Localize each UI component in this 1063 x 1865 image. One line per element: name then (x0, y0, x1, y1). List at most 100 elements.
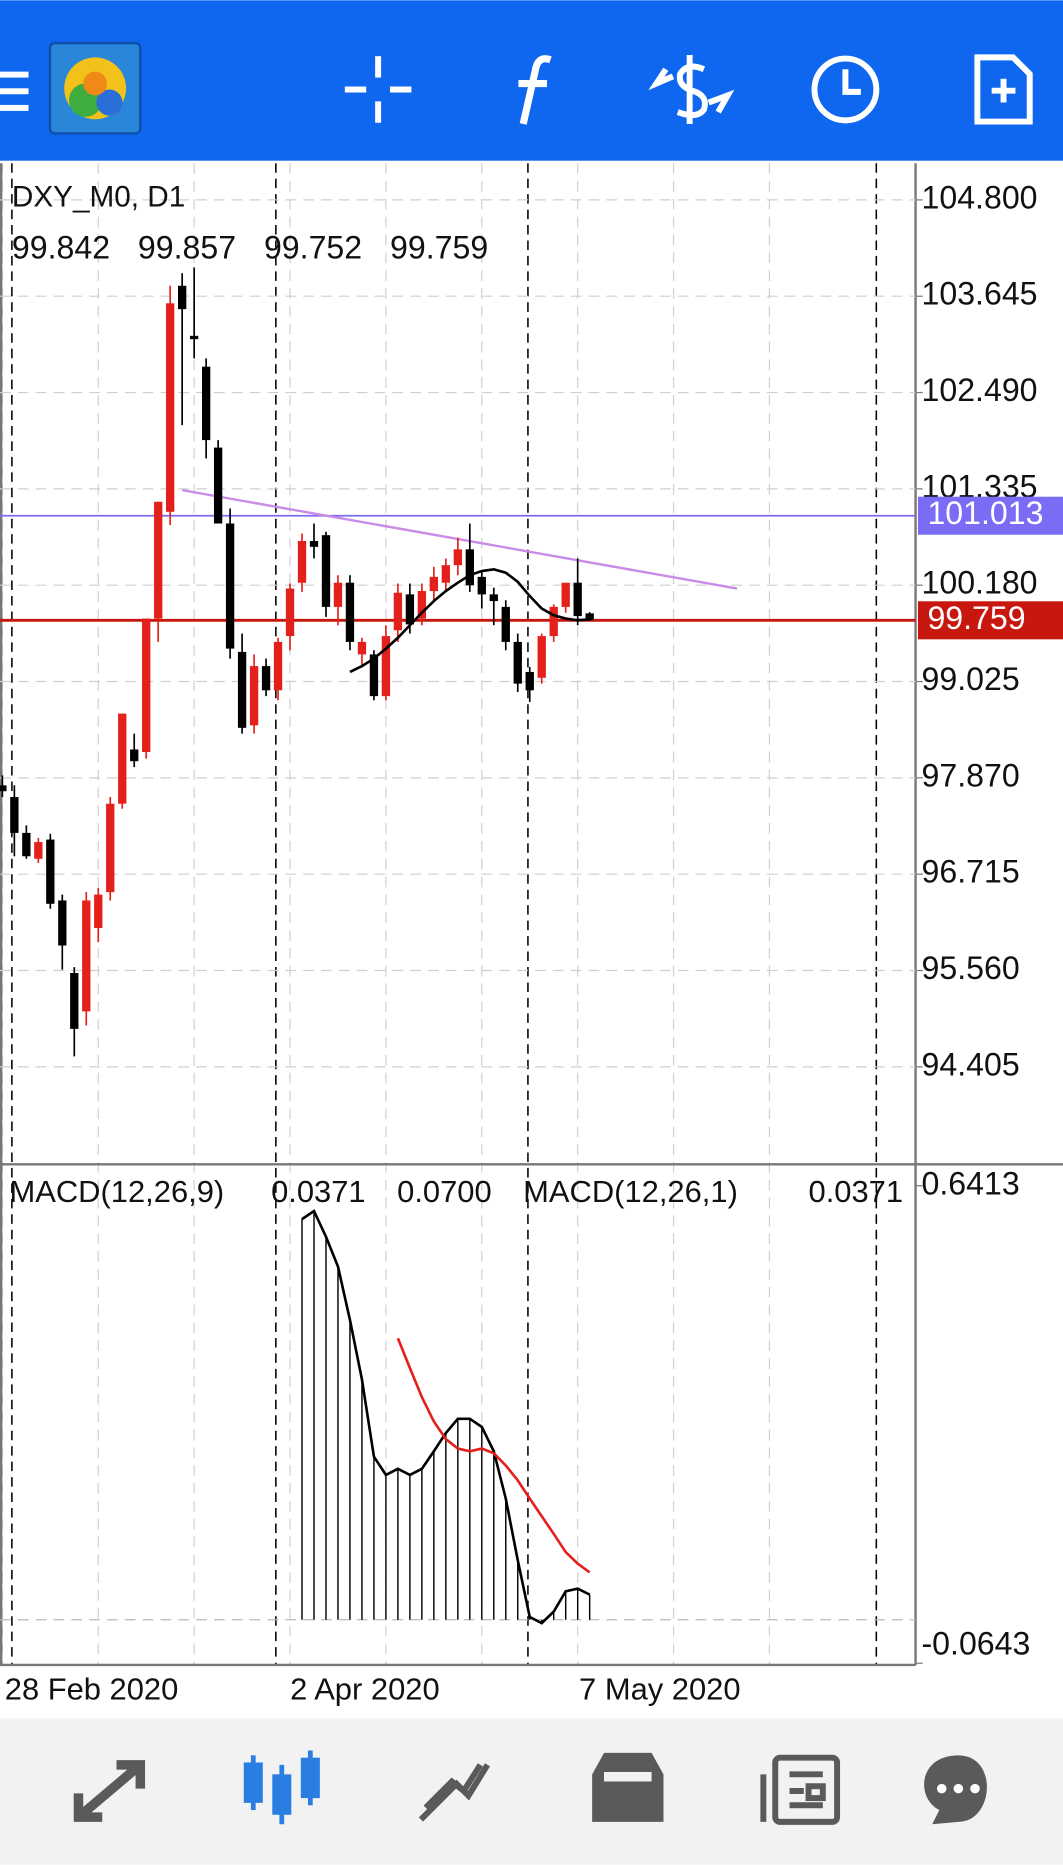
y-tick-label: 97.870 (922, 757, 1020, 793)
top-toolbar (0, 0, 1063, 161)
candle-body (46, 839, 55, 904)
y-tick-label: 96.715 (922, 854, 1020, 890)
date-label: 7 May 2020 (579, 1671, 741, 1706)
candle-body (34, 842, 43, 859)
candle-body (22, 832, 31, 857)
macd-title: MACD(12,26,9) (10, 1174, 225, 1209)
candle-body (537, 636, 546, 678)
menu-button[interactable] (0, 71, 29, 111)
candle-body (525, 671, 534, 691)
moving-average (349, 568, 590, 674)
macd-value: 0.0371 (271, 1174, 366, 1209)
candle-body (142, 618, 151, 753)
candle-body (130, 749, 139, 762)
candle-body (261, 666, 271, 691)
nav-chart[interactable] (243, 1750, 320, 1825)
candle-body (321, 535, 331, 607)
candle-body (465, 549, 474, 586)
candle-body (94, 894, 103, 928)
candle-body (573, 582, 582, 617)
trend-line (181, 488, 738, 590)
app-logo[interactable] (48, 41, 142, 135)
price-level-label: 99.759 (927, 600, 1025, 636)
candle-body (429, 576, 439, 592)
candle-body (58, 900, 67, 946)
symbol-label: DXY_M0, D1 (12, 181, 185, 214)
candle-body (309, 541, 319, 547)
y-tick-label: 94.405 (922, 1046, 1020, 1082)
candle-body (201, 366, 211, 441)
grid (0, 163, 1063, 1667)
candle-body (453, 549, 462, 566)
indicators-button[interactable] (518, 55, 552, 125)
macd-line-value: 0.0371 (809, 1174, 904, 1209)
candle-body (549, 606, 558, 637)
ohlc-close: 99.759 (390, 229, 488, 265)
candle-body (345, 582, 355, 642)
y-tick-label: 102.490 (922, 372, 1038, 408)
macd-line (301, 1209, 591, 1625)
candle-body (225, 523, 235, 649)
history-button[interactable] (811, 55, 880, 124)
candle-body (154, 501, 163, 619)
date-label: 28 Feb 2020 (5, 1671, 179, 1706)
candle-body (0, 785, 7, 792)
candle-body (10, 797, 19, 833)
y-tick-label: -0.0643 (922, 1625, 1031, 1661)
price-level-box (917, 496, 1063, 535)
candle-body (393, 592, 403, 631)
candle-body (489, 594, 498, 602)
candle-body (405, 594, 415, 625)
price-level-box (917, 601, 1063, 640)
candle-body (561, 582, 570, 607)
y-tick-label: 0.6413 (922, 1165, 1020, 1201)
y-tick-label: 100.180 (922, 565, 1038, 601)
candle-body (177, 285, 187, 310)
candle-body (441, 565, 451, 583)
nav-history[interactable] (592, 1752, 664, 1822)
candle-body (501, 606, 510, 642)
nav-chat[interactable] (924, 1755, 987, 1825)
candle-body (585, 613, 594, 621)
ohlc-low: 99.752 (264, 229, 362, 265)
nav-quotes[interactable] (73, 1760, 146, 1822)
crosshair-button[interactable] (344, 56, 412, 123)
candle-body (297, 541, 307, 583)
nav-news[interactable] (760, 1754, 841, 1825)
candle-body (189, 335, 199, 340)
candle-body (118, 713, 127, 804)
y-tick-label: 104.800 (922, 179, 1038, 215)
candle-body (70, 973, 79, 1029)
plot (0, 267, 916, 1625)
trade-button[interactable] (648, 54, 735, 124)
candle-body (369, 654, 379, 697)
y-tick-label: 95.560 (922, 950, 1020, 986)
candle-body (333, 582, 343, 607)
candle-body (417, 591, 427, 619)
y-tick-label: 99.025 (922, 661, 1020, 697)
price-level-label: 101.013 (927, 495, 1043, 531)
y-tick-label: 103.645 (922, 276, 1038, 312)
macd-signal (396, 1337, 591, 1574)
chart-bg (0, 160, 1063, 1719)
candle-body (106, 803, 115, 893)
new-order-button[interactable] (974, 54, 1033, 125)
candle-body (249, 666, 259, 726)
nav-bg (0, 1718, 1063, 1865)
ohlc-open: 99.842 (12, 229, 110, 265)
nav-trade[interactable] (418, 1763, 491, 1822)
candle-body (285, 588, 295, 637)
candle-body (237, 651, 247, 728)
candle-body (273, 641, 283, 691)
candle-body (513, 641, 522, 684)
date-label: 2 Apr 2020 (290, 1671, 440, 1706)
candle-body (381, 636, 391, 697)
ohlc-high: 99.857 (138, 229, 236, 265)
macd-signal-value: 0.0700 (397, 1174, 492, 1209)
candle-body (166, 303, 175, 512)
candle-body (82, 900, 91, 1012)
candle-body (213, 447, 223, 524)
candle-body (477, 576, 486, 595)
